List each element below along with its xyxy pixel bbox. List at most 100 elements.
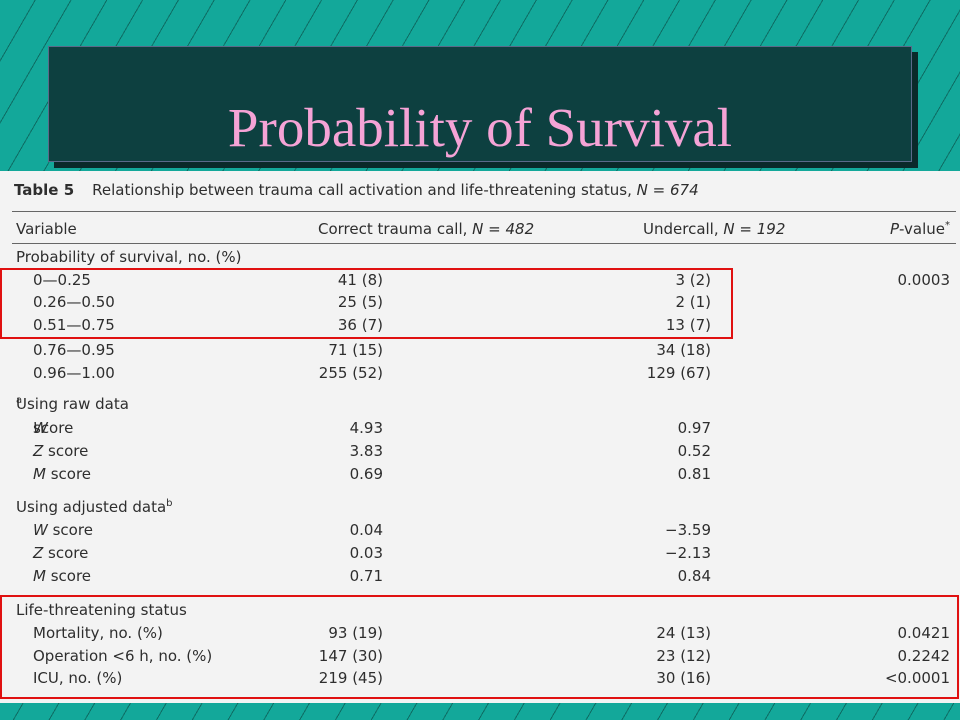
header-variable: Variable bbox=[16, 220, 77, 238]
section-life-label: Life-threatening status bbox=[16, 601, 187, 619]
cell-variable: 0.26—0.50 bbox=[33, 293, 115, 311]
cell-undercall: 0.84 bbox=[677, 567, 711, 585]
table-number: Table 5 bbox=[14, 181, 75, 199]
cell-correct: 25 (5) bbox=[337, 293, 383, 311]
table-row: M score 0.71 0.84 bbox=[0, 567, 960, 589]
score-label: score bbox=[43, 544, 89, 562]
table-row: W score 4.93 0.97 bbox=[0, 419, 960, 441]
cell-undercall: 34 (18) bbox=[656, 341, 711, 359]
cell-variable: Z score bbox=[33, 544, 88, 562]
header-rule bbox=[12, 243, 956, 244]
cell-undercall: 2 (1) bbox=[675, 293, 711, 311]
header-pvalue-rest: -value bbox=[899, 220, 945, 238]
section-adjusted-label: Using adjusted datab bbox=[16, 498, 173, 516]
table-row: Mortality, no. (%) 93 (19) 24 (13) 0.042… bbox=[0, 624, 960, 646]
score-label: score bbox=[47, 521, 93, 539]
cell-variable: W score bbox=[33, 521, 93, 539]
score-letter: M bbox=[33, 465, 46, 483]
score-letter: Z bbox=[33, 442, 44, 460]
score-letter: M bbox=[33, 567, 46, 585]
cell-correct: 147 (30) bbox=[318, 647, 383, 665]
cell-variable: 0.51—0.75 bbox=[33, 316, 115, 334]
slide-title: Probability of Survival bbox=[227, 97, 733, 158]
table-caption: Table 5 Relationship between trauma call … bbox=[14, 181, 699, 199]
section-adjusted-text: Using adjusted data bbox=[16, 498, 167, 516]
title-box bbox=[48, 46, 912, 162]
score-label: score bbox=[33, 419, 74, 437]
cell-variable: Mortality, no. (%) bbox=[33, 624, 163, 642]
cell-variable: 0.96—1.00 bbox=[33, 364, 115, 382]
cell-undercall: 129 (67) bbox=[646, 364, 711, 382]
cell-undercall: 0.97 bbox=[677, 419, 711, 437]
section-life: Life-threatening status bbox=[0, 601, 960, 623]
header-correct-label: Correct trauma call, bbox=[318, 220, 468, 238]
section-survival: Probability of survival, no. (%) bbox=[0, 248, 960, 270]
section-survival-label: Probability of survival, no. (%) bbox=[16, 248, 242, 266]
cell-correct: 255 (52) bbox=[318, 364, 383, 382]
cell-undercall: 30 (16) bbox=[656, 669, 711, 687]
cell-correct: 4.93 bbox=[349, 419, 383, 437]
cell-undercall: 13 (7) bbox=[665, 316, 711, 334]
score-label: score bbox=[45, 567, 92, 585]
section-raw-label: Using raw data a bbox=[16, 395, 129, 413]
cell-correct: 0.69 bbox=[349, 465, 383, 483]
table-row: 0.76—0.95 71 (15) 34 (18) bbox=[0, 341, 960, 363]
cell-correct: 0.04 bbox=[349, 521, 383, 539]
cell-correct: 219 (45) bbox=[318, 669, 383, 687]
table-row: 0.51—0.75 36 (7) 13 (7) bbox=[0, 316, 960, 338]
cell-variable: M score bbox=[33, 465, 91, 483]
table-row: ICU, no. (%) 219 (45) 30 (16) <0.0001 bbox=[0, 669, 960, 691]
table-row: Operation <6 h, no. (%) 147 (30) 23 (12)… bbox=[0, 647, 960, 669]
cell-variable: ICU, no. (%) bbox=[33, 669, 123, 687]
cell-undercall: 0.52 bbox=[677, 442, 711, 460]
top-rule bbox=[12, 211, 956, 212]
cell-undercall: 3 (2) bbox=[675, 271, 711, 289]
table-row: 0.26—0.50 25 (5) 2 (1) bbox=[0, 293, 960, 315]
cell-correct: 41 (8) bbox=[337, 271, 383, 289]
cell-pvalue: 0.0421 bbox=[897, 624, 951, 642]
header-pvalue: P-value* bbox=[890, 220, 950, 238]
table-row: Z score 0.03 −2.13 bbox=[0, 544, 960, 566]
table-panel: Table 5 Relationship between trauma call … bbox=[0, 171, 960, 703]
section-raw-text: Using raw data bbox=[16, 395, 129, 413]
cell-pvalue: 0.2242 bbox=[897, 647, 951, 665]
cell-pvalue: 0.0003 bbox=[897, 271, 951, 289]
header-undercall-n: N = 192 bbox=[723, 220, 786, 238]
table-row: 0—0.25 41 (8) 3 (2) 0.0003 bbox=[0, 271, 960, 293]
table-row: M score 0.69 0.81 bbox=[0, 465, 960, 487]
table-caption-text: Relationship between trauma call activat… bbox=[92, 181, 632, 199]
cell-undercall: 0.81 bbox=[677, 465, 711, 483]
cell-undercall: −2.13 bbox=[665, 544, 711, 562]
highlight-box-survival bbox=[0, 268, 733, 339]
cell-undercall: −3.59 bbox=[665, 521, 711, 539]
section-adjusted: Using adjusted datab bbox=[0, 498, 960, 520]
cell-correct: 0.71 bbox=[349, 567, 383, 585]
cell-correct: 3.83 bbox=[349, 442, 383, 460]
score-letter: Z bbox=[33, 544, 44, 562]
table-row: 0.96—1.00 255 (52) 129 (67) bbox=[0, 364, 960, 386]
header-pvalue-p: P bbox=[889, 220, 900, 238]
score-letter: W bbox=[33, 521, 48, 539]
table-row: Z score 3.83 0.52 bbox=[0, 442, 960, 464]
header-undercall: Undercall, N = 192 bbox=[643, 220, 785, 238]
cell-variable: Operation <6 h, no. (%) bbox=[33, 647, 213, 665]
header-correct-n: N = 482 bbox=[472, 220, 535, 238]
cell-variable: 0.76—0.95 bbox=[33, 341, 115, 359]
cell-correct: 36 (7) bbox=[337, 316, 383, 334]
header-pvalue-mark: * bbox=[945, 220, 950, 231]
cell-undercall: 24 (13) bbox=[656, 624, 711, 642]
cell-variable: W score bbox=[33, 419, 73, 437]
cell-variable: Z score bbox=[33, 442, 88, 460]
cell-correct: 0.03 bbox=[349, 544, 383, 562]
highlight-box-life bbox=[0, 595, 959, 699]
score-label: score bbox=[45, 465, 92, 483]
score-letter: W bbox=[33, 419, 48, 437]
header-correct: Correct trauma call, N = 482 bbox=[318, 220, 534, 238]
cell-undercall: 23 (12) bbox=[656, 647, 711, 665]
section-adjusted-mark: b bbox=[166, 498, 173, 509]
cell-correct: 71 (15) bbox=[328, 341, 383, 359]
table-caption-n: N = 674 bbox=[636, 181, 699, 199]
cell-variable: 0—0.25 bbox=[33, 271, 91, 289]
cell-pvalue: <0.0001 bbox=[884, 669, 950, 687]
cell-variable: M score bbox=[33, 567, 91, 585]
